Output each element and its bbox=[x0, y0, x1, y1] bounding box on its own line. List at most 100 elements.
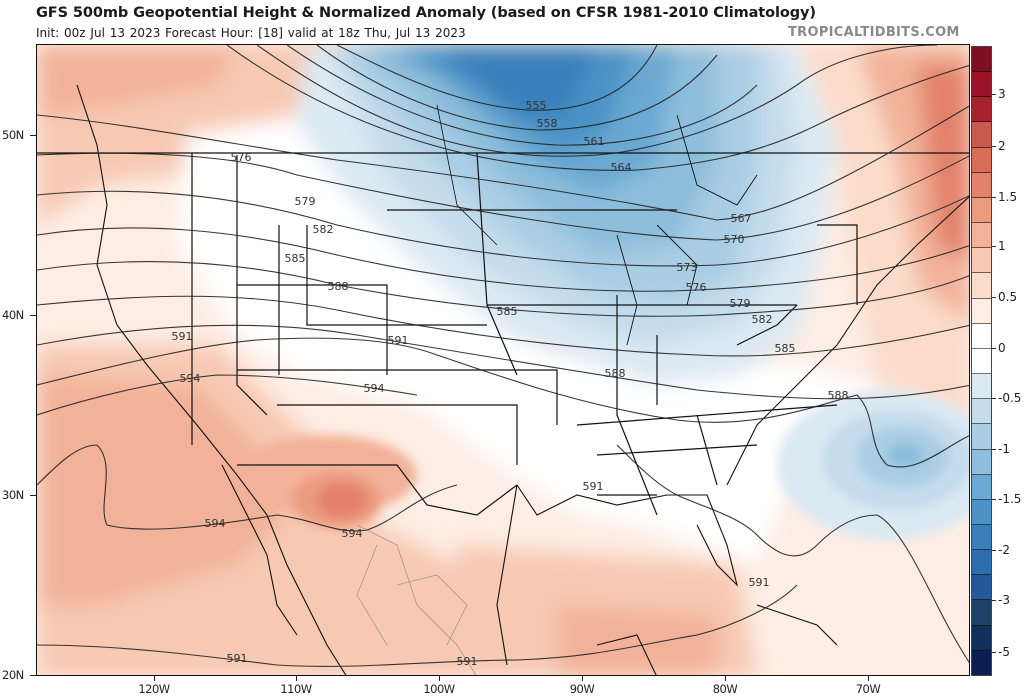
colorbar-tick bbox=[992, 398, 996, 399]
lon-tick bbox=[296, 676, 297, 681]
lat-tick bbox=[30, 675, 36, 676]
lat-tick bbox=[30, 315, 36, 316]
colorbar-band bbox=[972, 97, 991, 123]
colorbar-band bbox=[972, 600, 991, 626]
colorbar-tick-label: -1 bbox=[998, 442, 1010, 456]
colorbar-tick-label: 0 bbox=[998, 341, 1006, 355]
colorbar-band bbox=[972, 625, 991, 651]
colorbar-band bbox=[972, 122, 991, 148]
contour-label: 591 bbox=[749, 576, 770, 589]
colorbar-band bbox=[972, 474, 991, 500]
colorbar-tick-label: 1 bbox=[998, 239, 1006, 253]
contour-label: 564 bbox=[611, 161, 632, 174]
lon-tick bbox=[868, 676, 869, 681]
height-contours bbox=[37, 45, 969, 667]
colorbar-tick bbox=[992, 449, 996, 450]
colorbar-band bbox=[972, 524, 991, 551]
contour-labels: 5555585615645675705735765765795795825825… bbox=[172, 99, 849, 668]
contour-label: 594 bbox=[180, 372, 201, 385]
colorbar-tick-label: -0.5 bbox=[998, 391, 1022, 405]
contour-label: 594 bbox=[364, 382, 385, 395]
colorbar-band bbox=[972, 575, 991, 601]
lon-label: 110W bbox=[280, 682, 312, 696]
brand-watermark: TROPICALTIDBITS.COM bbox=[788, 25, 960, 40]
colorbar-band bbox=[972, 273, 991, 299]
colorbar-band bbox=[972, 374, 991, 400]
colorbar-tick bbox=[992, 94, 996, 95]
contour-label: 576 bbox=[686, 281, 707, 294]
colorbar-tick bbox=[992, 197, 996, 198]
colorbar-tick-label: -2 bbox=[998, 543, 1010, 557]
colorbar-tick bbox=[992, 499, 996, 500]
colorbar-band bbox=[972, 499, 991, 525]
colorbar-tick-label: -1.5 bbox=[998, 492, 1022, 506]
lon-label: 80W bbox=[712, 682, 738, 696]
lon-label: 70W bbox=[855, 682, 881, 696]
lon-label: 120W bbox=[138, 682, 170, 696]
colorbar-band bbox=[972, 72, 991, 98]
colorbar-band bbox=[972, 298, 991, 324]
colorbar-tick-label: 0.5 bbox=[998, 290, 1018, 304]
contour-label: 591 bbox=[457, 655, 478, 668]
contour-label: 585 bbox=[497, 305, 518, 318]
contour-label: 555 bbox=[526, 99, 547, 112]
lat-label: 50N bbox=[2, 128, 24, 142]
lon-label: 100W bbox=[423, 682, 455, 696]
contour-label: 588 bbox=[605, 367, 626, 380]
contour-label: 594 bbox=[205, 517, 226, 530]
colorbar-tick bbox=[992, 146, 996, 147]
colorbar-band bbox=[972, 323, 991, 349]
lat-tick bbox=[30, 135, 36, 136]
lon-tick bbox=[725, 676, 726, 681]
contour-label: 591 bbox=[388, 334, 409, 347]
colorbar-tick-label: 1.5 bbox=[998, 190, 1018, 204]
colorbar-band bbox=[972, 424, 991, 450]
colorbar-tick bbox=[992, 550, 996, 551]
contour-label: 591 bbox=[583, 480, 604, 493]
lat-tick bbox=[30, 495, 36, 496]
colorbar-band bbox=[972, 147, 991, 173]
contour-label: 576 bbox=[231, 151, 252, 164]
colorbar-tick bbox=[992, 600, 996, 601]
colorbar bbox=[971, 46, 992, 676]
colorbar-tick-label: -5 bbox=[998, 645, 1010, 659]
contour-label: 588 bbox=[828, 389, 849, 402]
lat-label: 20N bbox=[2, 668, 24, 682]
map-canvas: 5555585615645675705735765765795795825825… bbox=[37, 45, 969, 675]
map-panel: 555 558 561 564 567 570 573 576 576 579 579 582 582 5… bbox=[36, 44, 970, 676]
colorbar-band bbox=[972, 650, 991, 675]
colorbar-band bbox=[972, 248, 991, 274]
contour-label: 588 bbox=[328, 280, 349, 293]
mexico-state-borders bbox=[356, 524, 477, 675]
contour-label: 561 bbox=[584, 135, 605, 148]
contour-label: 585 bbox=[285, 252, 306, 265]
contour-label: 579 bbox=[295, 195, 316, 208]
contour-label: 579 bbox=[730, 297, 751, 310]
anomaly-shading bbox=[37, 45, 969, 675]
contour-label: 582 bbox=[752, 313, 773, 326]
colorbar-band bbox=[972, 172, 991, 198]
lat-label: 40N bbox=[2, 308, 24, 322]
lon-tick bbox=[439, 676, 440, 681]
colorbar-tick-label: 2 bbox=[998, 139, 1006, 153]
colorbar-band bbox=[972, 449, 991, 475]
colorbar-band bbox=[972, 399, 991, 425]
contour-label: 570 bbox=[724, 233, 745, 246]
lon-tick bbox=[582, 676, 583, 681]
contour-label: 591 bbox=[172, 330, 193, 343]
contour-label: 585 bbox=[775, 342, 796, 355]
colorbar-tick bbox=[992, 652, 996, 653]
colorbar-band bbox=[972, 223, 991, 249]
colorbar-band bbox=[972, 47, 991, 73]
colorbar-tick bbox=[992, 246, 996, 247]
chart-title: GFS 500mb Geopotential Height & Normaliz… bbox=[36, 5, 816, 21]
contour-label: 567 bbox=[731, 212, 752, 225]
colorbar-band bbox=[972, 197, 991, 224]
colorbar-tick-label: -3 bbox=[998, 593, 1010, 607]
contour-label: 573 bbox=[677, 261, 698, 274]
lon-label: 90W bbox=[569, 682, 595, 696]
lon-tick bbox=[154, 676, 155, 681]
colorbar-band bbox=[972, 348, 991, 375]
colorbar-tick bbox=[992, 297, 996, 298]
contour-label: 591 bbox=[227, 652, 248, 665]
